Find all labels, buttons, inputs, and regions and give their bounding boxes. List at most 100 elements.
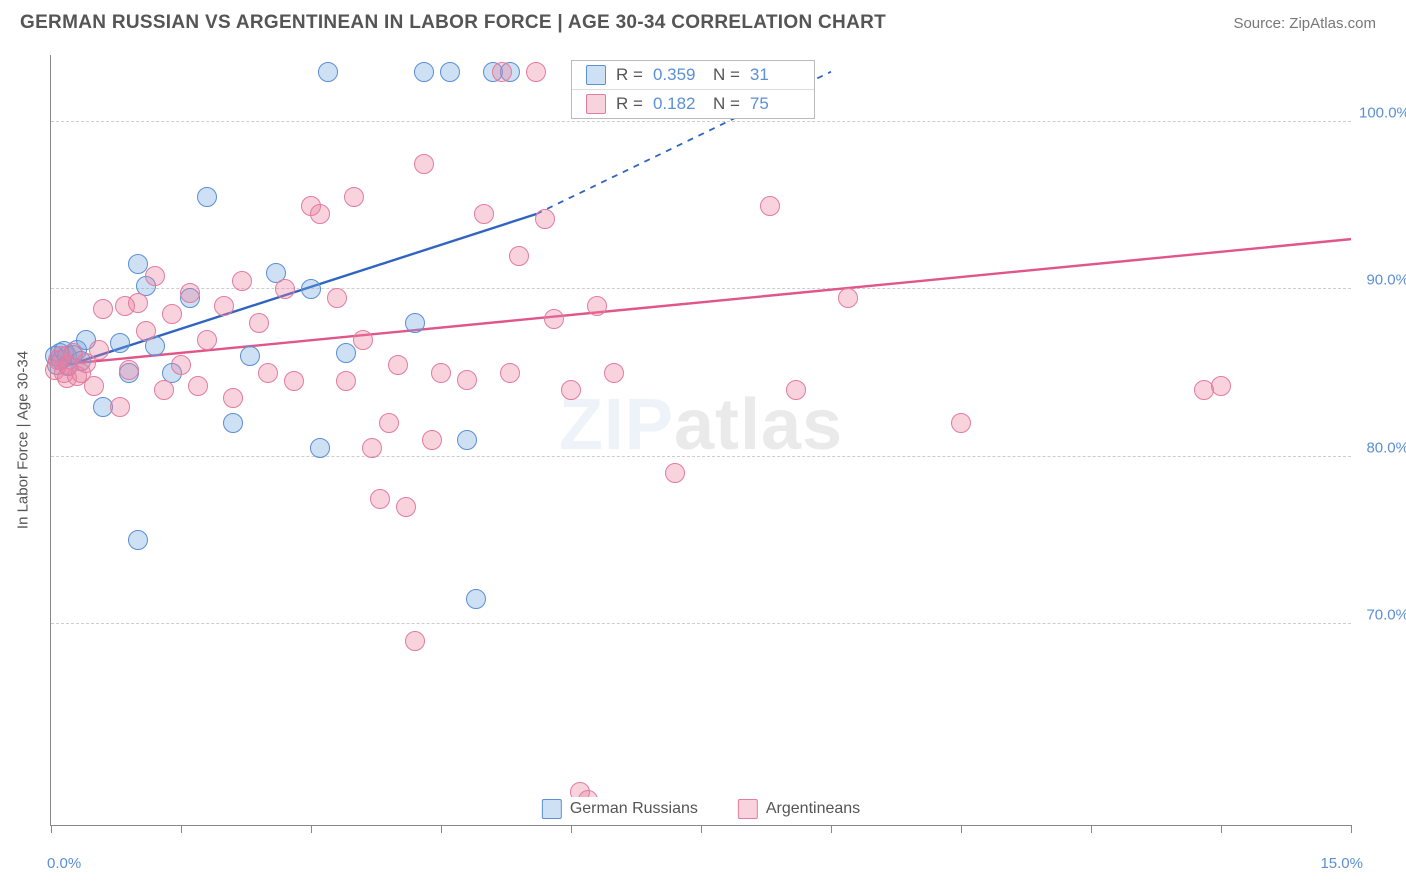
data-point: [119, 360, 139, 380]
trendlines-layer: [51, 55, 1351, 825]
data-point: [561, 380, 581, 400]
data-point: [180, 283, 200, 303]
x-tick: [181, 825, 182, 833]
data-point: [379, 413, 399, 433]
chart-title: GERMAN RUSSIAN VS ARGENTINEAN IN LABOR F…: [20, 12, 886, 34]
swatch-icon: [738, 799, 758, 819]
data-point: [760, 196, 780, 216]
data-point: [318, 62, 338, 82]
data-point: [154, 380, 174, 400]
y-tick-label: 70.0%: [1359, 607, 1406, 624]
data-point: [275, 279, 295, 299]
swatch-icon: [586, 94, 606, 114]
data-point: [951, 413, 971, 433]
data-point: [396, 497, 416, 517]
data-point: [249, 313, 269, 333]
y-tick-label: 80.0%: [1359, 439, 1406, 456]
x-tick: [1091, 825, 1092, 833]
data-point: [474, 204, 494, 224]
legend-label: German Russians: [570, 800, 698, 818]
data-point: [405, 313, 425, 333]
data-point: [362, 438, 382, 458]
y-tick-label: 90.0%: [1359, 272, 1406, 289]
data-point: [388, 355, 408, 375]
legend-item-series-b: Argentineans: [738, 799, 860, 819]
swatch-icon: [586, 65, 606, 85]
data-point: [535, 209, 555, 229]
data-point: [232, 271, 252, 291]
data-point: [240, 346, 260, 366]
data-point: [258, 363, 278, 383]
x-tick: [1351, 825, 1352, 833]
source-label: Source: ZipAtlas.com: [1233, 15, 1376, 32]
data-point: [414, 62, 434, 82]
data-point: [526, 62, 546, 82]
data-point: [284, 371, 304, 391]
data-point: [110, 397, 130, 417]
n-value: 31: [750, 65, 800, 85]
x-tick: [51, 825, 52, 833]
data-point: [336, 371, 356, 391]
legend-item-series-a: German Russians: [542, 799, 698, 819]
x-tick: [441, 825, 442, 833]
data-point: [197, 330, 217, 350]
data-point: [466, 589, 486, 609]
x-tick: [1221, 825, 1222, 833]
data-point: [145, 266, 165, 286]
data-point: [336, 343, 356, 363]
data-point: [136, 321, 156, 341]
data-point: [214, 296, 234, 316]
data-point: [197, 187, 217, 207]
r-value: 0.182: [653, 94, 703, 114]
stats-row-series-a: R = 0.359 N = 31: [572, 61, 814, 90]
stats-row-series-b: R = 0.182 N = 75: [572, 90, 814, 118]
data-point: [414, 154, 434, 174]
data-point: [838, 288, 858, 308]
data-point: [310, 438, 330, 458]
data-point: [128, 530, 148, 550]
data-point: [301, 279, 321, 299]
data-point: [310, 204, 330, 224]
r-value: 0.359: [653, 65, 703, 85]
data-point: [665, 463, 685, 483]
data-point: [405, 631, 425, 651]
data-point: [171, 355, 191, 375]
data-point: [1211, 376, 1231, 396]
data-point: [431, 363, 451, 383]
x-axis-min-label: 0.0%: [47, 855, 81, 872]
y-axis-title: In Labor Force | Age 30-34: [15, 351, 32, 529]
data-point: [370, 489, 390, 509]
data-point: [604, 363, 624, 383]
x-tick: [961, 825, 962, 833]
data-point: [587, 296, 607, 316]
swatch-icon: [542, 799, 562, 819]
data-point: [223, 388, 243, 408]
plot-area: In Labor Force | Age 30-34 70.0%80.0%90.…: [50, 55, 1351, 826]
data-point: [353, 330, 373, 350]
data-point: [544, 309, 564, 329]
x-tick: [831, 825, 832, 833]
data-point: [128, 293, 148, 313]
data-point: [492, 62, 512, 82]
data-point: [440, 62, 460, 82]
data-point: [89, 340, 109, 360]
data-point: [457, 430, 477, 450]
data-point: [93, 299, 113, 319]
data-point: [84, 376, 104, 396]
data-point: [509, 246, 529, 266]
x-axis-max-label: 15.0%: [1320, 855, 1363, 872]
x-tick: [571, 825, 572, 833]
stats-legend: R = 0.359 N = 31 R = 0.182 N = 75: [571, 60, 815, 119]
legend-label: Argentineans: [766, 800, 860, 818]
data-point: [188, 376, 208, 396]
data-point: [327, 288, 347, 308]
data-point: [223, 413, 243, 433]
x-tick: [311, 825, 312, 833]
data-point: [422, 430, 442, 450]
data-point: [457, 370, 477, 390]
data-point: [128, 254, 148, 274]
data-point: [344, 187, 364, 207]
data-point: [162, 304, 182, 324]
series-legend: German Russians Argentineans: [534, 797, 868, 821]
n-value: 75: [750, 94, 800, 114]
